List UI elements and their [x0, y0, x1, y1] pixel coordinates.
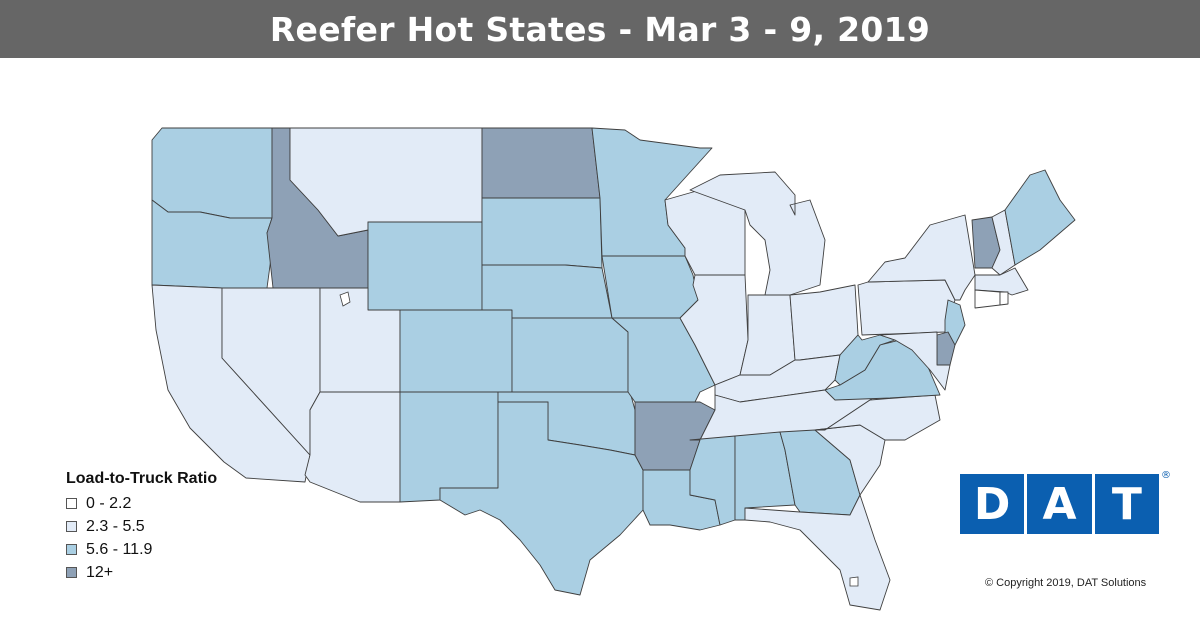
registered-mark: ®	[1161, 470, 1171, 481]
great-salt-lake	[339, 291, 351, 307]
dat-logo: D A T	[960, 474, 1159, 534]
legend-swatch	[66, 567, 77, 578]
state-ct[interactable]	[974, 289, 1001, 309]
legend-item: 5.6 - 11.9	[66, 538, 217, 561]
state-sd[interactable]	[481, 197, 603, 269]
state-md[interactable]	[879, 331, 951, 391]
legend-item: 2.3 - 5.5	[66, 515, 217, 538]
legend-item: 0 - 2.2	[66, 492, 217, 515]
legend-label: 0 - 2.2	[86, 494, 132, 512]
legend-item: 12+	[66, 561, 217, 584]
legend: Load-to-Truck Ratio 0 - 2.2 2.3 - 5.5 5.…	[66, 470, 217, 584]
copyright-text: © Copyright 2019, DAT Solutions	[985, 577, 1147, 589]
state-ks[interactable]	[511, 317, 629, 393]
state-ia[interactable]	[601, 255, 699, 319]
state-me[interactable]	[1004, 169, 1076, 266]
state-layer	[151, 127, 1076, 611]
logo-letter: A	[1027, 474, 1092, 534]
state-tx[interactable]	[439, 401, 644, 596]
state-il[interactable]	[679, 274, 749, 386]
state-wy[interactable]	[367, 221, 483, 311]
state-co[interactable]	[399, 309, 513, 393]
map-title: Reefer Hot States - Mar 3 - 9, 2019	[269, 9, 931, 49]
state-nm[interactable]	[399, 391, 499, 503]
state-mi[interactable]	[689, 171, 826, 296]
legend-title: Load-to-Truck Ratio	[66, 470, 218, 487]
state-ri[interactable]	[999, 291, 1009, 306]
state-pa[interactable]	[857, 279, 956, 336]
state-nd[interactable]	[481, 127, 601, 199]
state-in[interactable]	[739, 294, 796, 376]
legend-swatch	[66, 544, 77, 555]
logo-letter: D	[960, 474, 1025, 534]
legend-label: 5.6 - 11.9	[86, 540, 153, 558]
logo-letter: T	[1094, 474, 1159, 534]
legend-label: 12+	[86, 563, 114, 581]
lake-okeechobee	[849, 576, 859, 587]
state-az[interactable]	[304, 391, 401, 503]
state-wa[interactable]	[151, 127, 273, 219]
legend-swatch	[66, 521, 77, 532]
legend-swatch	[66, 498, 77, 509]
title-bar: Reefer Hot States - Mar 3 - 9, 2019	[0, 0, 1200, 58]
state-ne[interactable]	[481, 264, 613, 319]
legend-label: 2.3 - 5.5	[86, 517, 145, 535]
